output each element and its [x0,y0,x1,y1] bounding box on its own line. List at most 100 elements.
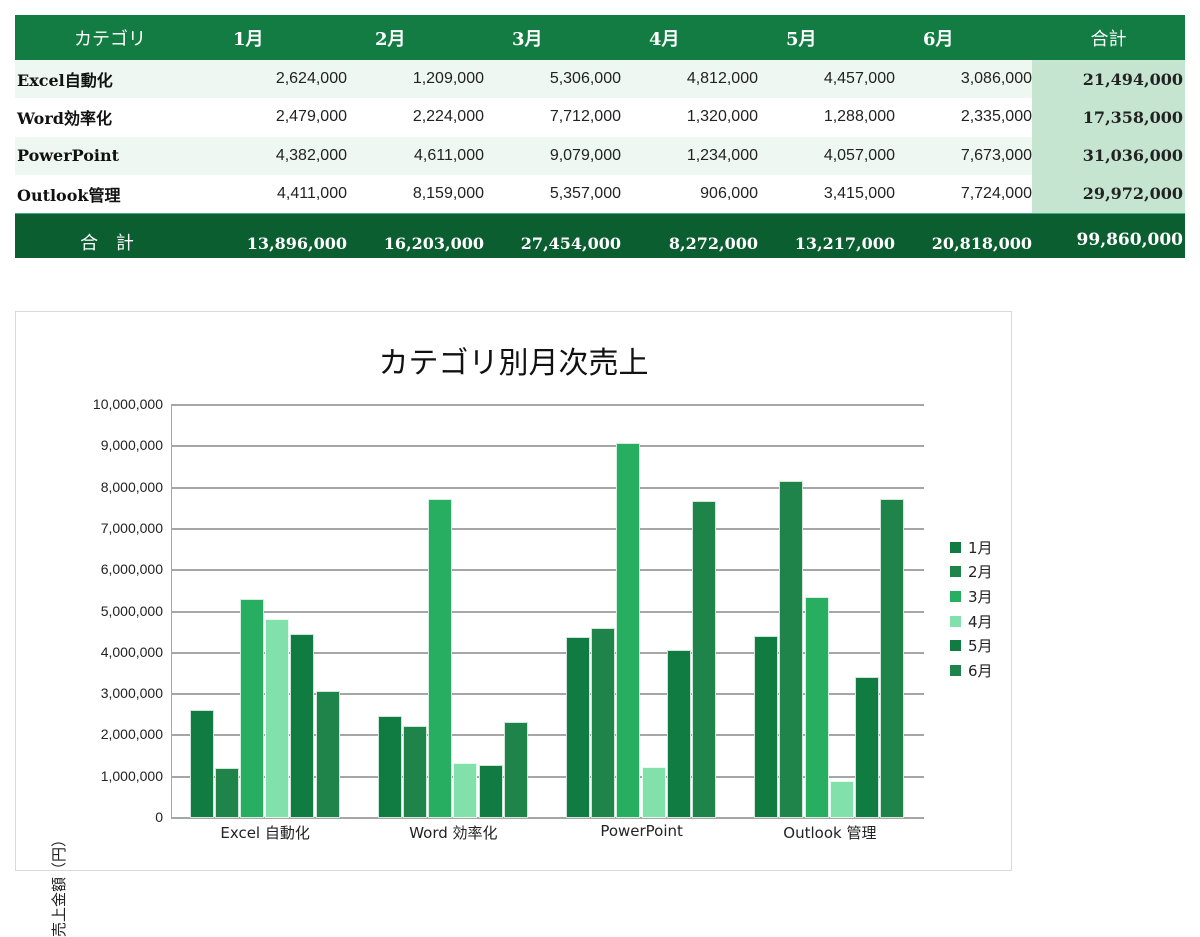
row-value: 1,288,000 [823,108,895,126]
header-total: 合計 [1032,15,1185,60]
row-value: 4,411,000 [277,184,347,202]
gridline [171,486,924,489]
row-value: 9,079,000 [484,136,621,175]
bar [239,598,264,818]
row-value: 1,209,000 [347,60,484,99]
legend-item: 2月 [950,560,993,585]
legend-label: 1月 [968,538,993,557]
row-value: 4,611,000 [347,136,484,175]
row-value: 1,320,000 [686,108,758,126]
row-total: 31,036,000 [1032,136,1185,175]
y-tick-label: 9,000,000 [100,437,163,454]
row-value: 7,712,000 [549,108,621,126]
row-value: 7,724,000 [960,184,1032,202]
x-tick-label: Excel 自動化 [220,824,310,842]
header-month: 2月 [347,15,484,60]
y-tick-label: 6,000,000 [100,561,163,578]
bar [377,715,402,818]
bar [880,498,905,818]
bar [566,637,591,818]
gridline [171,693,924,696]
legend-swatch-icon [950,566,961,578]
row-value: 1,234,000 [621,136,758,175]
header-month: 6月 [895,15,1032,60]
row-value: 2,335,000 [960,108,1032,126]
header-month: 4月 [621,15,758,60]
gridline [171,610,924,613]
bar [402,726,427,818]
y-tick-label: 2,000,000 [100,726,163,743]
table-row: Excel自動化 2,624,000 1,209,000 5,306,000 4,812… [15,60,1185,99]
y-axis-label: 売上金額（円） [50,831,68,937]
header-month: 3月 [484,15,621,60]
bar [616,443,641,818]
row-value: 8,159,000 [412,184,484,202]
header-month: 1月 [205,15,347,60]
row-total: 21,494,000 [1032,60,1185,99]
header-category: カテゴリ [15,15,205,60]
row-value: 2,224,000 [412,108,484,126]
bar [189,709,214,818]
bar [428,499,453,818]
bar [804,596,829,818]
row-category: Outlook管理 [17,185,121,205]
y-tick-label: 5,000,000 [100,602,163,619]
row-total: 17,358,000 [1032,98,1185,137]
bar [453,763,478,818]
legend-swatch-icon [950,541,961,553]
month-total: 20,818,000 [895,212,1032,259]
bar [265,619,290,818]
bar-chart: カテゴリ別月次売上 売上金額（円） 0 1,000,000 2,000,000 3,0… [15,311,1012,937]
y-tick-label: 4,000,000 [100,643,163,660]
legend-label: 3月 [968,587,993,606]
month-total: 8,272,000 [621,212,758,259]
bar [315,690,340,818]
gridline [171,527,924,530]
month-total: 16,203,000 [347,212,484,259]
gridline [171,404,924,406]
y-axis [171,405,172,818]
table-row: Word効率化 2,479,000 2,224,000 7,712,000 1,320,… [15,98,1185,137]
y-tick-label: 8,000,000 [100,478,163,495]
y-tick-label: 7,000,000 [100,519,163,536]
gridline [171,734,924,737]
row-value: 7,673,000 [895,136,1032,175]
row-value: 3,415,000 [823,184,895,202]
bar [829,780,854,818]
legend-label: 6月 [968,661,993,680]
row-value: 4,057,000 [758,136,895,175]
gridline [171,817,924,819]
row-value: 5,306,000 [484,60,621,99]
bar [779,481,804,818]
month-total: 13,217,000 [758,212,895,259]
legend-label: 4月 [968,612,993,631]
legend-item: 6月 [950,658,993,683]
bar [591,627,616,818]
legend-item: 3月 [950,584,993,609]
row-value: 906,000 [700,184,758,202]
total-row: 合 計 13,896,000 16,203,000 27,454,000 8,272,0… [15,212,1185,259]
legend-item: 1月 [950,535,993,560]
bar [214,768,239,818]
row-total: 29,972,000 [1032,174,1185,214]
row-value: 2,479,000 [275,108,347,126]
bar [478,764,503,818]
row-category: Word効率化 [17,109,112,129]
month-total: 13,896,000 [205,212,347,259]
gridline [171,445,924,448]
bar [666,650,691,818]
gridline [171,775,924,778]
month-total: 27,454,000 [484,212,621,259]
table-header-row: カテゴリ 1月 2月 3月 4月 5月 6月 合計 [15,15,1185,60]
gridline [171,569,924,572]
x-tick-label: Outlook 管理 [783,824,877,842]
y-tick-label: 0 [155,809,163,825]
x-tick-label: PowerPoint [600,822,683,840]
table-row: Outlook管理 4,411,000 8,159,000 5,357,000 906,… [15,174,1185,214]
row-value: 4,812,000 [621,60,758,99]
row-value: 3,086,000 [895,60,1032,99]
header-month: 5月 [758,15,895,60]
gridline [171,651,924,654]
row-value: 2,624,000 [205,60,347,99]
y-tick-label: 1,000,000 [100,767,163,784]
